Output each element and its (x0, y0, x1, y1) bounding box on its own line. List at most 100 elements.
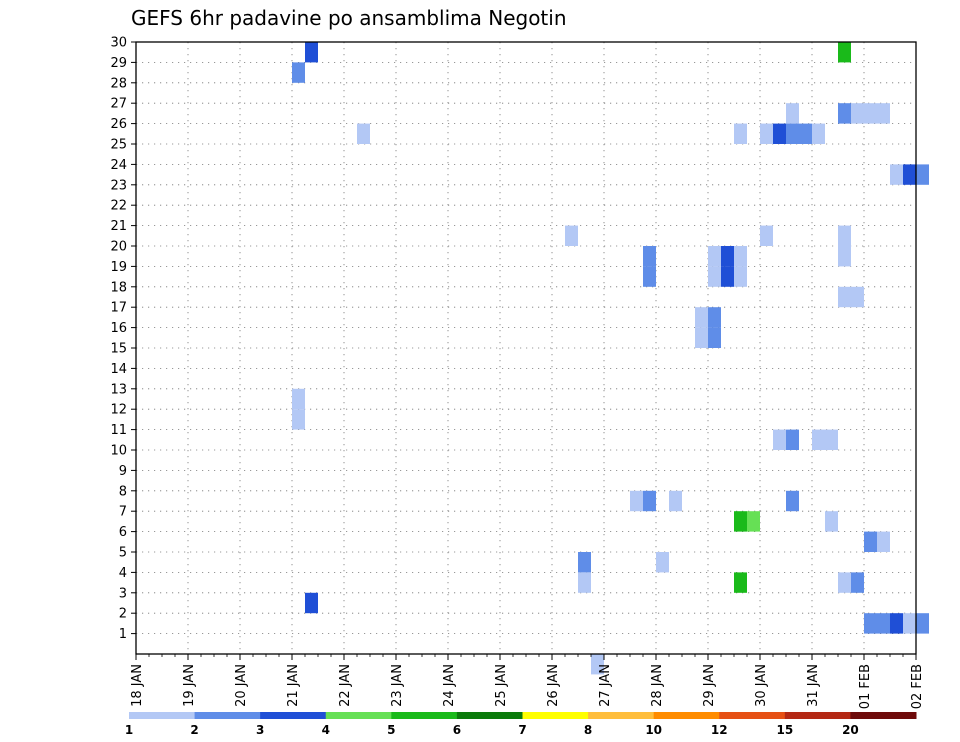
colorbar-legend: 1 2 3 4 5 6 7 8 10 12 15 20 (125, 712, 917, 737)
x-tick-label: 02 FEB (910, 664, 925, 709)
y-axis: 1234567891011121314151617181920212223242… (110, 36, 136, 642)
y-tick-label: 3 (119, 586, 127, 601)
heatmap-cell (708, 327, 721, 348)
colorbar-swatch (129, 712, 196, 719)
heatmap-cell (786, 429, 799, 450)
y-tick-label: 19 (110, 260, 127, 275)
heatmap-cell (630, 490, 643, 512)
heatmap-cell (734, 266, 747, 287)
colorbar-swatch (653, 712, 720, 719)
y-tick-label: 26 (110, 117, 127, 132)
heatmap-cell (734, 246, 747, 267)
heatmap-cell (643, 266, 656, 287)
heatmap-cell (565, 225, 578, 246)
y-tick-label: 16 (110, 321, 127, 336)
y-tick-label: 14 (110, 362, 127, 377)
x-tick-label: 22 JAN (338, 664, 353, 707)
y-tick-label: 27 (110, 97, 127, 112)
heatmap-cell (695, 327, 708, 348)
heatmap-cell (812, 429, 825, 450)
x-tick-label: 28 JAN (650, 664, 665, 707)
heatmap-cell (760, 123, 773, 144)
y-tick-label: 13 (110, 382, 127, 397)
heatmap-cell (786, 103, 799, 124)
heatmap-cell (864, 103, 877, 124)
colorbar-label: 20 (842, 723, 859, 737)
colorbar-swatch (784, 712, 851, 719)
heatmap-cell (890, 613, 903, 634)
x-tick-label: 25 JAN (494, 664, 509, 707)
heatmap-cell (760, 225, 773, 246)
heatmap-cell (877, 613, 890, 634)
heatmap-cell (747, 511, 760, 532)
y-tick-label: 5 (119, 546, 127, 561)
heatmap-cell (825, 429, 838, 450)
heatmap-cell (734, 511, 747, 532)
colorbar-label: 15 (776, 723, 793, 737)
x-axis: 18 JAN 19 JAN 20 JAN 21 JAN 22 JAN 23 JAN 24 J… (130, 654, 925, 709)
colorbar-swatch (194, 712, 261, 719)
y-tick-label: 20 (110, 240, 127, 255)
chart-title: GEFS 6hr padavine po ansamblima Negotin (131, 6, 567, 30)
heatmap-cell (799, 123, 812, 144)
x-tick-label: 01 FEB (858, 664, 873, 709)
heatmap-cell (591, 654, 604, 675)
y-tick-label: 1 (119, 627, 127, 642)
heatmap-cell (578, 572, 591, 593)
heatmap-cell (305, 592, 318, 614)
heatmap-cell (877, 531, 890, 552)
y-tick-label: 30 (110, 36, 127, 51)
heatmap-cell (916, 164, 929, 185)
x-tick-label: 20 JAN (234, 664, 249, 707)
y-tick-label: 6 (119, 525, 127, 540)
heatmap-cell (838, 225, 851, 246)
heatmap-cell (851, 286, 864, 308)
heatmap-cell (864, 613, 877, 634)
colorbar-swatch (391, 712, 458, 719)
x-tick-label: 21 JAN (286, 664, 301, 707)
heatmap-cell (292, 388, 305, 410)
y-tick-label: 28 (110, 76, 127, 91)
heatmap-cell (669, 490, 682, 512)
heatmap-cell (656, 552, 669, 573)
heatmap-cell (708, 307, 721, 328)
heatmap-cell (838, 286, 851, 308)
y-tick-label: 11 (110, 423, 127, 438)
heatmap-cell (838, 103, 851, 124)
colorbar-label: 3 (256, 723, 264, 737)
heatmap-cell (773, 123, 786, 144)
y-tick-label: 12 (110, 403, 127, 418)
colorbar-label: 5 (387, 723, 395, 737)
heatmap-cell (695, 307, 708, 328)
heatmap-cell (890, 164, 903, 185)
heatmap-cell (864, 531, 877, 552)
colorbar-swatch (456, 712, 523, 719)
heatmap-cell (903, 613, 916, 634)
heatmap-cell (292, 409, 305, 430)
heatmap-cell (721, 246, 734, 267)
heatmap-cell (721, 266, 734, 287)
colorbar-label: 12 (711, 723, 728, 737)
y-tick-label: 24 (110, 158, 127, 173)
data-cells (292, 42, 929, 675)
y-tick-label: 10 (110, 444, 127, 459)
heatmap-cell (305, 42, 318, 63)
heatmap-cell (851, 103, 864, 124)
heatmap-cell (357, 123, 370, 144)
colorbar-label: 6 (453, 723, 461, 737)
heatmap-cell (734, 572, 747, 593)
x-tick-label: 29 JAN (702, 664, 717, 707)
x-tick-label: 24 JAN (442, 664, 457, 707)
colorbar-swatch (522, 712, 589, 719)
x-tick-label: 18 JAN (130, 664, 145, 707)
y-tick-label: 8 (119, 484, 127, 499)
heatmap-cell (838, 42, 851, 63)
heatmap-cell (578, 552, 591, 573)
heatmap-cell (812, 123, 825, 144)
y-tick-label: 17 (110, 301, 127, 316)
heatmap-cell (838, 572, 851, 593)
y-tick-label: 7 (119, 505, 127, 520)
y-tick-label: 18 (110, 280, 127, 295)
grid-lines (136, 42, 916, 654)
